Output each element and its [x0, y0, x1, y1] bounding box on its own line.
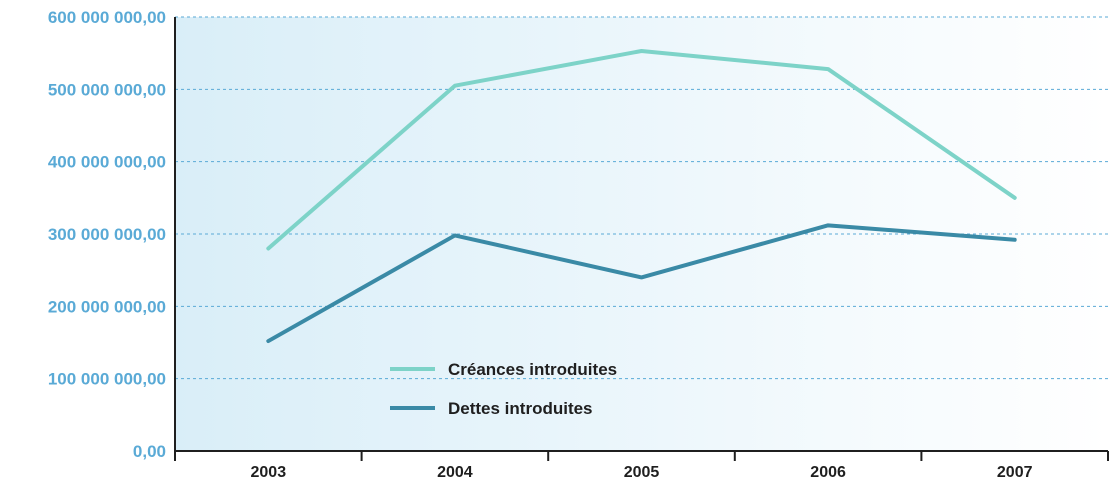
- y-tick-label: 100 000 000,00: [48, 370, 166, 389]
- series-line-2: [266, 223, 1017, 344]
- x-tick-label: 2005: [624, 464, 660, 481]
- y-tick-label: 600 000 000,00: [48, 8, 166, 27]
- x-tick-label: 2006: [810, 464, 846, 481]
- x-tick-label: 2007: [997, 464, 1033, 481]
- x-tick-label: 2003: [251, 464, 287, 481]
- y-tick-label: 300 000 000,00: [48, 225, 166, 244]
- y-tick-label: 200 000 000,00: [48, 297, 166, 316]
- y-tick-label: 500 000 000,00: [48, 80, 166, 99]
- y-tick-label: 400 000 000,00: [48, 153, 166, 172]
- series-line-1: [266, 48, 1017, 251]
- y-tick-label: 0,00: [133, 442, 166, 461]
- legend-label-1: Créances introduites: [448, 360, 617, 379]
- x-tick-label: 2004: [437, 464, 473, 481]
- legend-label-2: Dettes introduites: [448, 399, 593, 418]
